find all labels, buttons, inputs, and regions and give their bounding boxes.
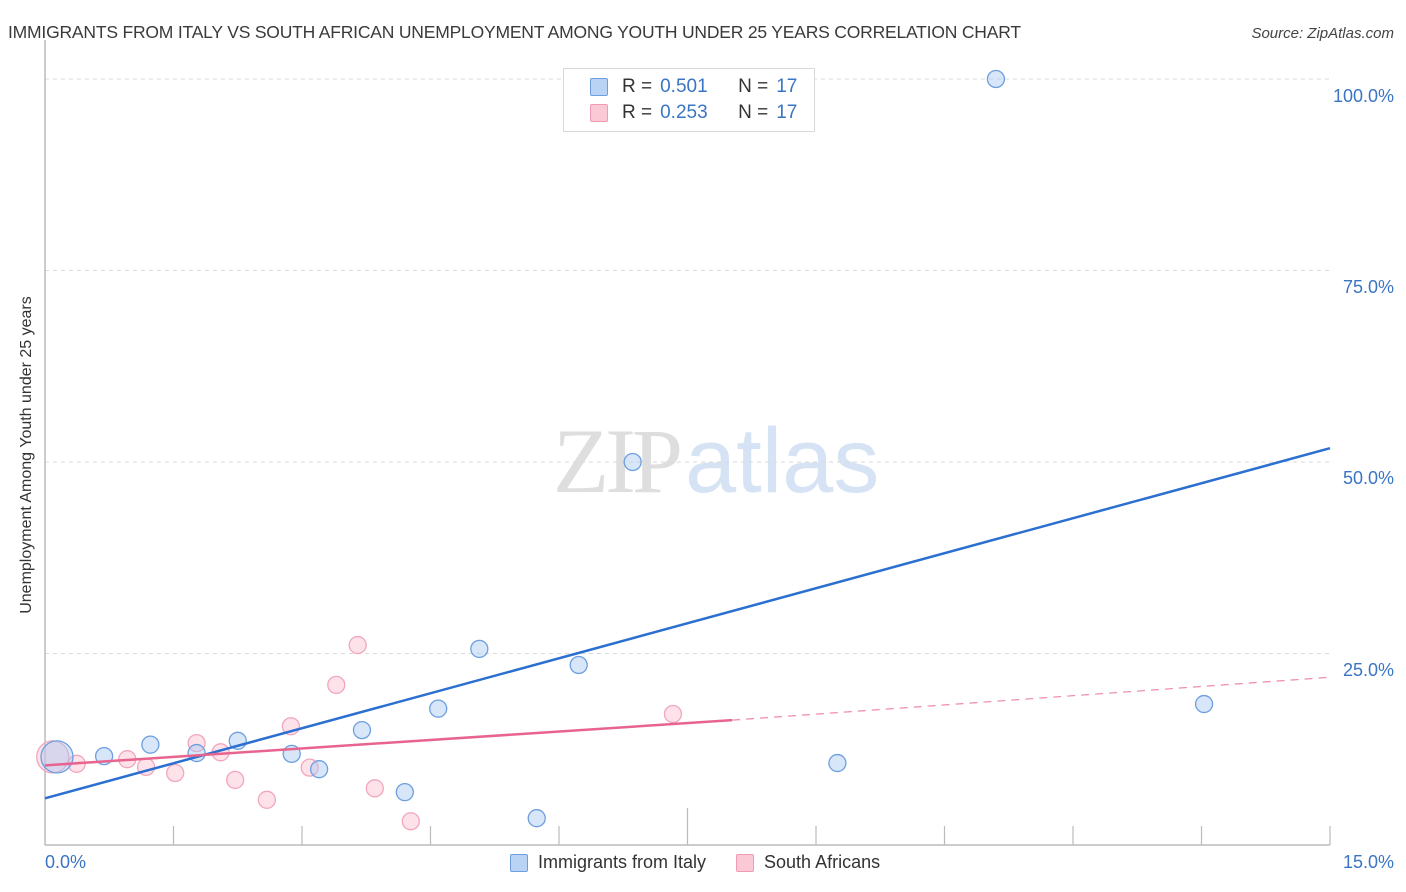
data-point (352, 720, 372, 740)
legend-item-italy[interactable]: Immigrants from Italy (510, 852, 706, 873)
n-value: 17 (776, 76, 798, 97)
data-point (187, 733, 206, 753)
correlation-legend: R = 0.501 N = 17 R = 0.253 N = 17 (563, 68, 815, 132)
r-label: R = (622, 76, 653, 97)
chart-title: IMMIGRANTS FROM ITALY VS SOUTH AFRICAN U… (8, 22, 1021, 42)
italy-trend-line (44, 447, 1331, 800)
data-point (40, 740, 74, 774)
watermark-atlas: atlas (685, 410, 880, 512)
data-point (470, 639, 489, 659)
r-label: R = (622, 102, 653, 123)
data-point (1194, 694, 1214, 714)
data-point (141, 735, 160, 754)
data-point (257, 790, 277, 809)
data-point (986, 69, 1006, 89)
gridlines (45, 78, 1330, 654)
legend-swatch-pink (736, 853, 755, 872)
data-point (365, 779, 384, 798)
legend-row-italy: R = 0.501 N = 17 (590, 75, 797, 99)
data-point (166, 763, 185, 783)
trend-lines (44, 447, 1331, 800)
r-value: 0.253 (660, 102, 708, 123)
data-point (623, 452, 642, 472)
source-label: Source: ZipAtlas.com (1251, 25, 1394, 42)
n-label: N = (738, 102, 769, 123)
series-legend: Immigrants from Italy South Africans (510, 852, 910, 873)
y-axis-label: Unemployment Among Youth under 25 years (18, 296, 35, 614)
n-value: 17 (776, 102, 798, 123)
data-point (429, 699, 448, 718)
y-tick-75: 75.0% (1342, 277, 1394, 297)
legend-label: Immigrants from Italy (538, 852, 707, 872)
axes (44, 40, 1331, 846)
data-point (327, 675, 346, 695)
data-point (300, 758, 319, 777)
data-point (348, 635, 367, 655)
data-point (663, 704, 683, 724)
data-point (309, 760, 329, 779)
zipatlas-watermark: ZIPatlas (553, 408, 879, 514)
south-africans-trend-line (44, 718, 733, 767)
r-value: 0.501 (660, 76, 708, 97)
x-tick-min: 0.0% (45, 852, 87, 872)
legend-row-south-africans: R = 0.253 N = 17 (590, 101, 797, 125)
immigrants-italy-points (40, 69, 1214, 828)
y-tick-25: 25.0% (1342, 660, 1394, 680)
watermark-zip: ZIP (553, 410, 683, 512)
y-tick-100: 100.0% (1332, 86, 1394, 106)
y-tick-50: 50.0% (1342, 468, 1394, 488)
legend-swatch-blue (590, 78, 608, 96)
south-africans-trend-extension (732, 676, 1331, 721)
legend-swatch-pink (590, 104, 608, 122)
n-label: N = (738, 76, 769, 97)
data-point (828, 753, 847, 773)
data-point (401, 812, 420, 831)
legend-swatch-blue (510, 853, 528, 872)
x-tick-max: 15.0% (1342, 852, 1394, 872)
data-point (395, 782, 414, 802)
data-point (226, 770, 245, 790)
legend-label: South Africans (764, 852, 881, 872)
data-point (527, 809, 546, 828)
legend-item-south-africans[interactable]: South Africans (736, 852, 880, 873)
data-point (569, 655, 588, 675)
